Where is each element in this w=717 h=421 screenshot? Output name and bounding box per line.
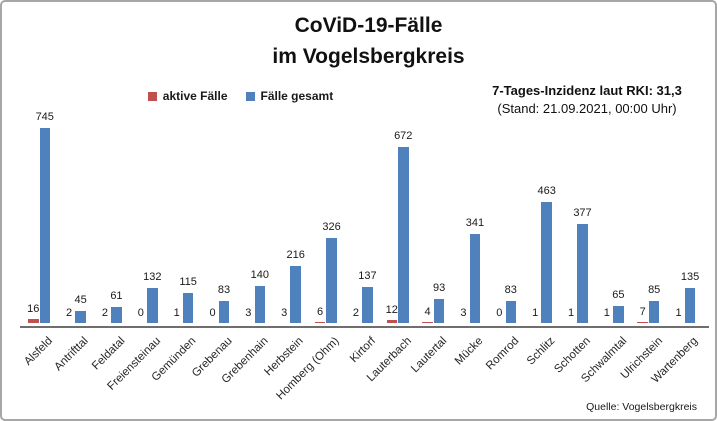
bar-value-total: 61 bbox=[110, 290, 123, 303]
bar-value-active: 1 bbox=[603, 307, 610, 319]
bar-total bbox=[147, 288, 158, 323]
incidence-value: 7-Tages-Inzidenz laut RKI: 31,3 bbox=[492, 83, 682, 98]
bar-value-active: 0 bbox=[209, 307, 216, 319]
x-axis-label: Lautertal bbox=[409, 335, 450, 376]
bar-total bbox=[577, 224, 588, 323]
incidence-note: 7-Tages-Inzidenz laut RKI: 31,3 (Stand: … bbox=[471, 82, 703, 118]
legend-item-active: aktive Fälle bbox=[147, 89, 228, 103]
bar-value-active: 12 bbox=[385, 304, 398, 316]
chart-title-line1: CoViD-19-Fälle bbox=[294, 14, 443, 37]
bar-value-total: 135 bbox=[680, 270, 700, 283]
bar-value-total: 326 bbox=[322, 220, 341, 233]
bar-total bbox=[541, 201, 552, 323]
bar-active bbox=[28, 319, 39, 323]
bar-value-total: 45 bbox=[74, 294, 87, 307]
bar-value-total: 137 bbox=[358, 270, 377, 283]
chart-title-line2: im Vogelsbergkreis bbox=[272, 45, 465, 68]
bar-total bbox=[75, 311, 86, 323]
legend-item-total: Fälle gesamt bbox=[245, 89, 334, 103]
bar-value-total: 216 bbox=[286, 249, 305, 262]
x-axis-label: Schlitz bbox=[524, 335, 558, 368]
bar-value-total: 115 bbox=[179, 275, 197, 288]
bar-active bbox=[386, 320, 397, 323]
bar-value-total: 132 bbox=[143, 271, 162, 284]
bar-total bbox=[111, 307, 122, 323]
bar-value-active: 4 bbox=[424, 306, 431, 318]
bar-total bbox=[362, 287, 373, 323]
bar-total bbox=[398, 147, 409, 323]
bar-total bbox=[254, 286, 266, 323]
bar-total bbox=[505, 301, 517, 323]
bar-value-total: 83 bbox=[504, 284, 517, 297]
bar-value-active: 7 bbox=[639, 306, 646, 318]
bar-total bbox=[613, 306, 624, 323]
bar-active bbox=[314, 322, 326, 323]
x-axis-label: Antrifttal bbox=[52, 335, 92, 374]
bar-total bbox=[433, 298, 445, 323]
bar-active bbox=[637, 322, 648, 323]
bar-value-total: 745 bbox=[35, 111, 54, 123]
bar-value-active: 3 bbox=[460, 307, 467, 319]
bar-total bbox=[39, 128, 50, 323]
bar-value-active: 0 bbox=[137, 307, 144, 319]
bar-total bbox=[469, 233, 481, 323]
legend-swatch-total bbox=[245, 91, 255, 101]
x-axis-line bbox=[20, 326, 709, 328]
bar-total bbox=[326, 237, 337, 323]
x-axis-label: Mücke bbox=[452, 335, 486, 368]
bar-value-active: 1 bbox=[675, 307, 682, 319]
bar-active bbox=[422, 322, 433, 323]
legend-label-total: Fälle gesamt bbox=[260, 89, 334, 103]
bar-value-total: 377 bbox=[573, 207, 592, 220]
bar-total bbox=[648, 300, 660, 323]
bar-value-active: 1 bbox=[567, 307, 575, 319]
bar-value-active: 0 bbox=[496, 307, 503, 319]
bar-value-total: 341 bbox=[465, 216, 485, 229]
bar-total bbox=[290, 266, 301, 323]
bar-value-total: 463 bbox=[537, 184, 556, 197]
legend-label-active: aktive Fälle bbox=[162, 89, 228, 103]
bar-value-total: 93 bbox=[432, 281, 446, 294]
bar-value-total: 83 bbox=[217, 284, 231, 297]
bar-value-active: 3 bbox=[281, 307, 288, 319]
bar-value-active: 1 bbox=[532, 307, 539, 319]
bar-total bbox=[218, 301, 230, 323]
bar-value-active: 1 bbox=[173, 307, 180, 319]
bar-total bbox=[182, 292, 194, 323]
source-note: Quelle: Vogelsbergkreis bbox=[586, 401, 697, 413]
bar-value-total: 140 bbox=[250, 269, 270, 282]
x-axis-label: Romrod bbox=[483, 335, 522, 373]
chart-title: CoViD-19-Fälle im Vogelsbergkreis bbox=[22, 10, 715, 72]
bar-value-active: 2 bbox=[66, 307, 73, 319]
x-axis-label: Homberg (Ohm) bbox=[274, 335, 343, 403]
bar-total bbox=[684, 287, 696, 323]
x-axis-label: Alsfeld bbox=[22, 335, 56, 368]
bar-value-active: 16 bbox=[27, 303, 40, 315]
bar-value-total: 672 bbox=[394, 130, 413, 143]
bar-value-total: 65 bbox=[612, 289, 625, 301]
bar-value-active: 2 bbox=[101, 307, 108, 319]
legend-swatch-active bbox=[147, 91, 157, 101]
bar-value-total: 85 bbox=[648, 283, 661, 296]
bar-value-active: 2 bbox=[352, 307, 359, 319]
bar-value-active: 3 bbox=[245, 307, 252, 319]
bar-value-active: 6 bbox=[316, 306, 324, 318]
incidence-date: (Stand: 21.09.2021, 00:00 Uhr) bbox=[497, 101, 677, 116]
legend: aktive Fälle Fälle gesamt bbox=[22, 89, 459, 103]
x-axis-label: Kirtorf bbox=[347, 335, 378, 366]
